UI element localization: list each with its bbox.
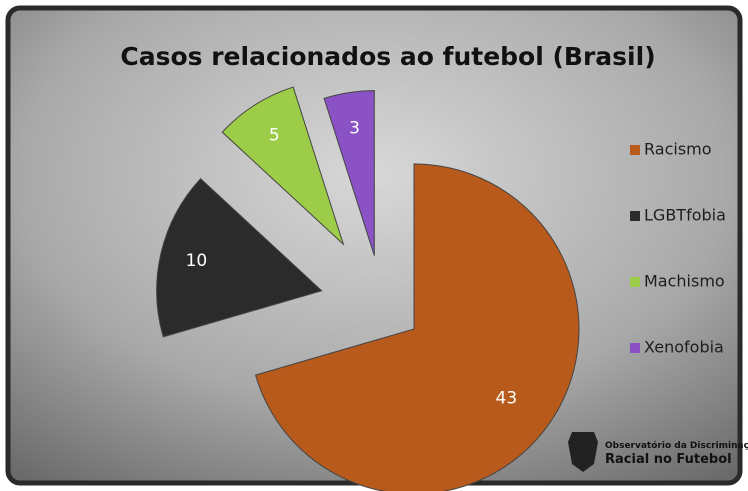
- data-label: 10: [186, 251, 208, 271]
- logo-icon: [568, 432, 598, 472]
- legend-label: LGBTfobia: [644, 206, 726, 225]
- legend-label: Xenofobia: [644, 338, 724, 357]
- pie-slice: [254, 163, 580, 491]
- chart-title: Casos relacionados ao futebol (Brasil): [120, 42, 655, 71]
- logo-text: Racial no Futebol: [605, 452, 732, 467]
- legend-swatch: [630, 145, 640, 155]
- legend-swatch: [630, 211, 640, 221]
- legend-label: Machismo: [644, 272, 725, 291]
- legend-swatch: [630, 277, 640, 287]
- data-label: 3: [349, 118, 360, 138]
- logo-text: Observatório da Discriminação: [605, 440, 748, 451]
- pie-slice: [156, 177, 323, 338]
- data-label: 5: [269, 126, 280, 146]
- legend-label: Racismo: [644, 140, 712, 159]
- data-label: 43: [496, 388, 518, 408]
- logo: Observatório da Discriminação Racial no …: [568, 432, 748, 472]
- pie-slice: [323, 90, 375, 256]
- legend-swatch: [630, 343, 640, 353]
- pie-slice: [221, 86, 345, 246]
